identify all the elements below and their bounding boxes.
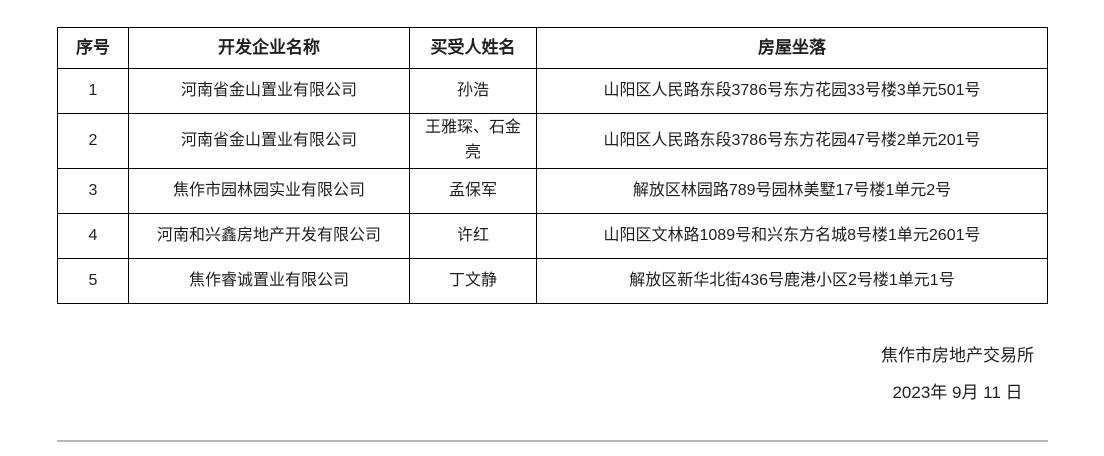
cell-developer: 焦作睿诚置业有限公司 — [128, 258, 410, 304]
table-row: 5 焦作睿诚置业有限公司 丁文静 解放区新华北街436号鹿港小区2号楼1单元1号 — [57, 258, 1048, 304]
bottom-divider — [57, 440, 1048, 442]
cell-address: 解放区新华北街436号鹿港小区2号楼1单元1号 — [536, 258, 1048, 304]
signature-block: 焦作市房地产交易所 2023年 9月 11 日 — [881, 346, 1034, 403]
cell-serial: 2 — [57, 113, 129, 169]
cell-address: 山阳区文林路1089号和兴东方名城8号楼1单元2601号 — [536, 213, 1048, 259]
cell-developer: 河南省金山置业有限公司 — [128, 113, 410, 169]
cell-serial: 4 — [57, 213, 129, 259]
table-row: 3 焦作市园林园实业有限公司 孟保军 解放区林园路789号园林美墅17号楼1单元… — [57, 168, 1048, 214]
cell-buyer: 孙浩 — [409, 68, 537, 114]
issue-date: 2023年 9月 11 日 — [892, 383, 1023, 402]
housing-transaction-table: 序号 开发企业名称 买受人姓名 房屋坐落 1 河南省金山置业有限公司 孙浩 山阳… — [57, 27, 1048, 304]
cell-buyer: 许红 — [409, 213, 537, 259]
cell-serial: 3 — [57, 168, 129, 214]
table-header-row: 序号 开发企业名称 买受人姓名 房屋坐落 — [57, 27, 1048, 69]
cell-buyer: 王雅琛、石金亮 — [409, 113, 537, 169]
cell-developer: 焦作市园林园实业有限公司 — [128, 168, 410, 214]
cell-address: 山阳区人民路东段3786号东方花园47号楼2单元201号 — [536, 113, 1048, 169]
cell-buyer: 孟保军 — [409, 168, 537, 214]
cell-developer: 河南和兴鑫房地产开发有限公司 — [128, 213, 410, 259]
table-row: 1 河南省金山置业有限公司 孙浩 山阳区人民路东段3786号东方花园33号楼3单… — [57, 68, 1048, 114]
issuing-organization: 焦作市房地产交易所 — [881, 346, 1034, 365]
table-row: 4 河南和兴鑫房地产开发有限公司 许红 山阳区文林路1089号和兴东方名城8号楼… — [57, 213, 1048, 259]
table-row: 2 河南省金山置业有限公司 王雅琛、石金亮 山阳区人民路东段3786号东方花园4… — [57, 113, 1048, 169]
header-developer: 开发企业名称 — [128, 27, 410, 69]
header-serial: 序号 — [57, 27, 129, 69]
header-address: 房屋坐落 — [536, 27, 1048, 69]
cell-serial: 1 — [57, 68, 129, 114]
cell-address: 解放区林园路789号园林美墅17号楼1单元2号 — [536, 168, 1048, 214]
cell-buyer: 丁文静 — [409, 258, 537, 304]
header-buyer: 买受人姓名 — [409, 27, 537, 69]
cell-developer: 河南省金山置业有限公司 — [128, 68, 410, 114]
cell-serial: 5 — [57, 258, 129, 304]
cell-address: 山阳区人民路东段3786号东方花园33号楼3单元501号 — [536, 68, 1048, 114]
